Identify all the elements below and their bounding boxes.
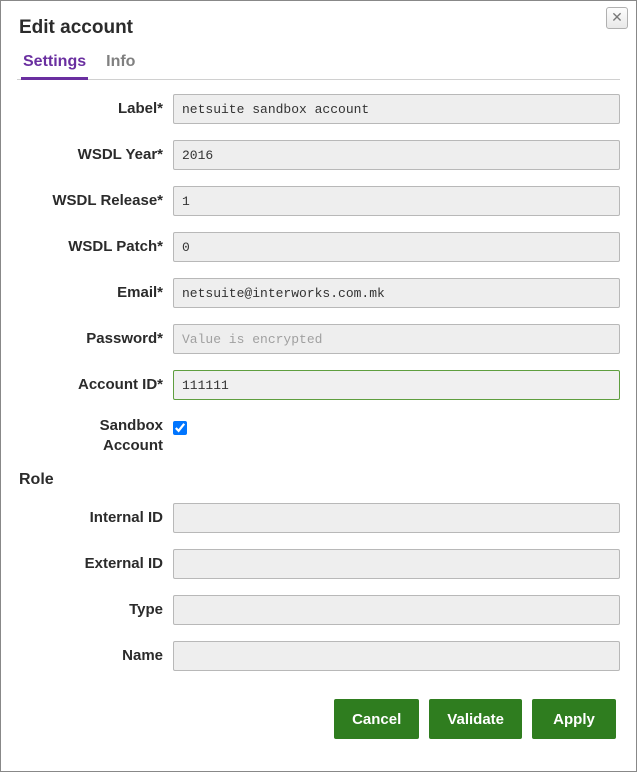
row-sandbox: SandboxAccount — [17, 416, 620, 455]
label-account-id: Account ID* — [17, 376, 173, 394]
row-email: Email* — [17, 278, 620, 308]
label-label: Label* — [17, 100, 173, 118]
row-wsdl-patch: WSDL Patch* — [17, 232, 620, 262]
row-wsdl-year: WSDL Year* — [17, 140, 620, 170]
row-internal-id: Internal ID — [17, 503, 620, 533]
external-id-input[interactable] — [173, 549, 620, 579]
sandbox-checkbox[interactable] — [173, 421, 187, 435]
close-icon: ✕ — [611, 9, 623, 25]
role-section-title: Role — [19, 471, 620, 489]
button-row: Cancel Validate Apply — [17, 699, 620, 739]
dialog-title: Edit account — [19, 17, 620, 39]
row-label: Label* — [17, 94, 620, 124]
row-external-id: External ID — [17, 549, 620, 579]
row-account-id: Account ID* — [17, 370, 620, 400]
cancel-button[interactable]: Cancel — [334, 699, 419, 739]
password-input[interactable] — [173, 324, 620, 354]
account-id-input[interactable] — [173, 370, 620, 400]
row-wsdl-release: WSDL Release* — [17, 186, 620, 216]
wsdl-release-input[interactable] — [173, 186, 620, 216]
label-type: Type — [17, 601, 173, 619]
internal-id-input[interactable] — [173, 503, 620, 533]
wsdl-year-input[interactable] — [173, 140, 620, 170]
label-external-id: External ID — [17, 555, 173, 573]
label-wsdl-patch: WSDL Patch* — [17, 238, 173, 256]
label-input[interactable] — [173, 94, 620, 124]
label-wsdl-year: WSDL Year* — [17, 146, 173, 164]
apply-button[interactable]: Apply — [532, 699, 616, 739]
tab-bar: Settings Info — [17, 49, 620, 80]
edit-account-dialog: ✕ Edit account Settings Info Label* WSDL… — [0, 0, 637, 772]
wsdl-patch-input[interactable] — [173, 232, 620, 262]
label-email: Email* — [17, 284, 173, 302]
tab-settings[interactable]: Settings — [21, 49, 88, 80]
label-sandbox: SandboxAccount — [17, 416, 173, 455]
email-input[interactable] — [173, 278, 620, 308]
label-wsdl-release: WSDL Release* — [17, 192, 173, 210]
type-input[interactable] — [173, 595, 620, 625]
validate-button[interactable]: Validate — [429, 699, 522, 739]
close-button[interactable]: ✕ — [606, 7, 628, 29]
row-name: Name — [17, 641, 620, 671]
label-internal-id: Internal ID — [17, 509, 173, 527]
label-password: Password* — [17, 330, 173, 348]
row-type: Type — [17, 595, 620, 625]
name-input[interactable] — [173, 641, 620, 671]
row-password: Password* — [17, 324, 620, 354]
label-name: Name — [17, 647, 173, 665]
tab-info[interactable]: Info — [104, 49, 137, 80]
